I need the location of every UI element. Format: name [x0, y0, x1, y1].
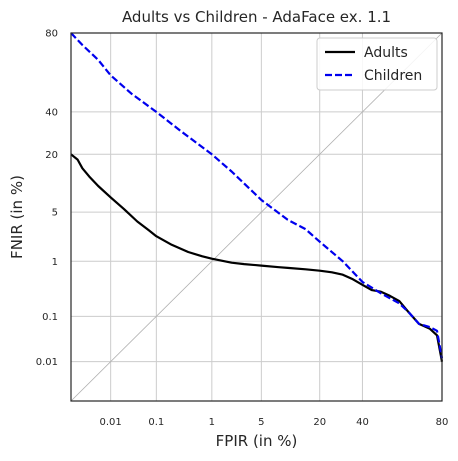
y-tick-label: 80 [45, 29, 58, 40]
y-tick-label: 5 [52, 208, 58, 219]
chart-title: Adults vs Children - AdaFace ex. 1.1 [122, 8, 391, 26]
y-tick-label: 0.1 [42, 312, 58, 323]
x-tick-label: 0.01 [100, 417, 122, 428]
x-tick-label: 40 [356, 417, 369, 428]
legend-label-adults: Adults [364, 45, 408, 61]
x-tick-label: 20 [313, 417, 326, 428]
y-tick-label: 40 [45, 107, 58, 118]
y-tick-label: 20 [45, 150, 58, 161]
x-tick-label: 1 [209, 417, 215, 428]
x-tick-label: 0.1 [148, 417, 164, 428]
series-layer [70, 32, 444, 362]
tick-label-layer: 0.01 0.1 1 5 20 40 80 0.01 0.1 1 5 20 40 80 [36, 29, 449, 429]
x-tick-label: 80 [436, 417, 449, 428]
legend: Adults Children [316, 37, 438, 91]
series-line-children [70, 32, 444, 359]
y-axis-label: FNIR (in %) [8, 175, 26, 259]
x-tick-label: 5 [258, 417, 264, 428]
x-axis-label: FPIR (in %) [216, 432, 298, 450]
plot-frame [70, 32, 443, 402]
y-tick-label: 1 [52, 257, 58, 268]
legend-label-children: Children [364, 68, 422, 84]
y-tick-label: 0.01 [36, 357, 58, 368]
diagonal-reference-line [70, 32, 443, 402]
series-line-adults [70, 153, 444, 362]
